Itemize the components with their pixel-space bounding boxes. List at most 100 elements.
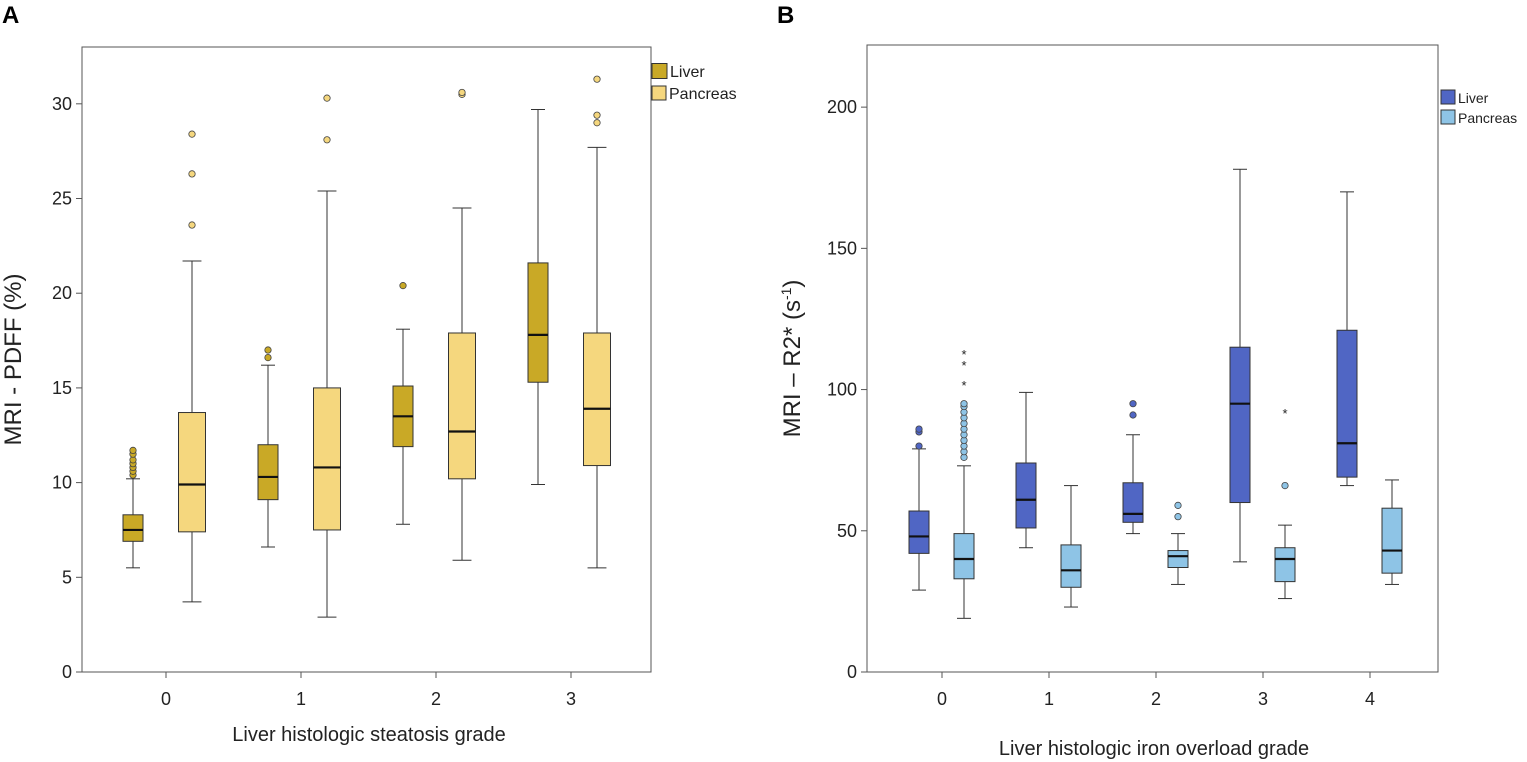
box-iqr	[1122, 482, 1144, 523]
box-iqr	[527, 262, 549, 383]
liver-box-grade-1	[257, 346, 279, 548]
x-tick-label: 4	[1365, 689, 1375, 709]
liver-box-grade-0	[908, 425, 930, 591]
panel-a-letter: A	[2, 2, 20, 29]
pancreas-box-grade-0: ***	[953, 347, 975, 619]
pancreas-box-grade-3: *	[1274, 406, 1296, 600]
box-iqr	[1229, 346, 1251, 504]
pancreas-box-grade-1	[313, 94, 341, 618]
pancreas-box-grade-2	[1167, 501, 1189, 585]
x-tick-label: 3	[566, 689, 576, 709]
legend-b: Liver Pancreas	[1440, 89, 1517, 126]
outlier-point	[593, 119, 601, 127]
box-iqr	[313, 387, 341, 531]
legend-swatch-liver	[651, 63, 668, 79]
panel-a: 0 5 10 15 20 25 30 0 1 2 3 Liver histologic steatos…	[0, 46, 737, 746]
extreme-point: *	[961, 378, 966, 393]
x-tick-label: 2	[431, 689, 441, 709]
panel-b-letter: B	[777, 2, 795, 29]
legend-label-liver: Liver	[1458, 90, 1489, 106]
outlier-point	[1174, 501, 1182, 509]
y-tick-label: 0	[62, 662, 72, 682]
liver-box-grade-0	[122, 446, 144, 569]
x-tick-label: 0	[161, 689, 171, 709]
box-iqr	[1274, 547, 1296, 583]
legend-swatch-pancreas	[651, 85, 667, 101]
outlier-point	[1281, 481, 1289, 490]
y-tick-label: 5	[62, 567, 72, 587]
outlier-point	[188, 130, 196, 138]
box-iqr	[1015, 462, 1037, 529]
legend-label-pancreas: Pancreas	[1458, 110, 1517, 126]
y-tick-label: 100	[827, 380, 857, 400]
box-iqr	[1336, 329, 1358, 478]
legend-label-liver: Liver	[670, 64, 705, 81]
outlier-point	[323, 94, 331, 102]
box-iqr	[953, 533, 975, 580]
x-tick-label: 3	[1258, 689, 1268, 709]
y-tick-label: 150	[827, 238, 857, 258]
y-tick-label: 25	[52, 189, 72, 209]
plot-frame	[866, 44, 1439, 673]
liver-box-grade-4	[1336, 191, 1358, 487]
box-iqr	[1167, 550, 1189, 569]
box-iqr	[583, 332, 611, 467]
liver-box-grade-3	[1229, 168, 1251, 563]
y-axis-label: MRI - PDFF (%)	[0, 274, 27, 446]
box-iqr	[178, 412, 206, 533]
y-axis-label-end: )	[779, 280, 806, 288]
outlier-point	[264, 346, 272, 354]
outlier-point	[593, 111, 601, 119]
outlier-point	[1129, 411, 1137, 419]
liver-box-grade-3	[527, 109, 549, 485]
legend-a: Liver Pancreas	[651, 63, 737, 103]
panel-b: 0 50 100 150 200 0 1 2 3 4 Liver histologic iron o…	[778, 44, 1517, 760]
box-iqr	[448, 332, 476, 480]
outlier-point	[1174, 513, 1182, 521]
outlier-point	[915, 425, 923, 433]
box-iqr	[257, 444, 279, 501]
x-axis-label: Liver histologic iron overload grade	[999, 738, 1309, 760]
extreme-point: *	[961, 347, 966, 362]
pancreas-box-grade-2	[448, 88, 476, 561]
outlier-point	[264, 354, 272, 362]
legend-swatch-liver	[1440, 89, 1456, 105]
y-tick-label: 15	[52, 378, 72, 398]
box-iqr	[908, 510, 930, 554]
outlier-point	[1129, 400, 1137, 408]
outlier-point	[129, 446, 137, 455]
x-tick-label: 2	[1151, 689, 1161, 709]
liver-box-grade-2	[1122, 400, 1144, 535]
pancreas-box-grade-4	[1381, 479, 1403, 585]
x-axis-label: Liver histologic steatosis grade	[232, 724, 505, 746]
pancreas-box-grade-1	[1060, 485, 1082, 608]
plot-frame	[81, 46, 652, 673]
y-tick-label: 0	[847, 662, 857, 682]
y-tick-label: 20	[52, 283, 72, 303]
box-iqr	[122, 514, 144, 542]
box-iqr	[1381, 507, 1403, 574]
outlier-point	[323, 136, 331, 144]
y-axis-label-main: MRI – R2* (s	[779, 300, 806, 437]
y-axis-label: MRI – R2* (s-1)	[778, 280, 806, 438]
outlier-point	[915, 442, 923, 450]
y-tick-label: 200	[827, 97, 857, 117]
box-iqr	[1060, 544, 1082, 588]
liver-box-grade-1	[1015, 391, 1037, 549]
outlier-point	[960, 400, 968, 408]
y-tick-label: 50	[837, 521, 857, 541]
legend-swatch-pancreas	[1440, 109, 1456, 125]
x-tick-label: 0	[937, 689, 947, 709]
pancreas-box-grade-3	[583, 75, 611, 569]
y-tick-label: 10	[52, 473, 72, 493]
outlier-point	[188, 221, 196, 229]
extreme-point: *	[961, 358, 966, 373]
pancreas-box-grade-0	[178, 130, 206, 603]
outlier-point	[593, 75, 601, 83]
outlier-point	[399, 282, 407, 290]
extreme-point: *	[1282, 406, 1287, 421]
y-axis-label-superscript: -1	[778, 287, 794, 300]
outlier-point	[458, 88, 466, 97]
x-tick-label: 1	[296, 689, 306, 709]
